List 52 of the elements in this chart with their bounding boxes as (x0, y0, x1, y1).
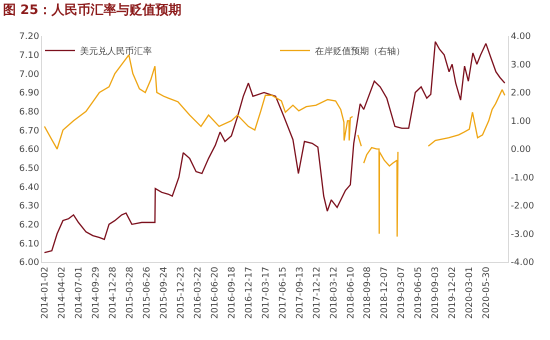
x-tick-label: 2015-06-26 (142, 266, 152, 319)
x-tick-label: 2015-03-28 (125, 266, 136, 319)
x-tick-label: 2018-12-07 (380, 266, 390, 319)
y2-tick-label: -4.00 (510, 258, 534, 268)
y-tick-label: 7.20 (19, 32, 40, 42)
x-tick-label: 2017-12-12 (312, 266, 322, 319)
x-tick-label: 2018-03-12 (329, 266, 340, 319)
x-tick-label: 2016-12-17 (244, 266, 254, 319)
y-tick-label: 7.10 (19, 50, 40, 61)
x-tick-label: 2014-12-28 (108, 266, 118, 319)
y-tick-label: 6.30 (19, 202, 40, 212)
y2-tick-label: -1.00 (510, 173, 534, 184)
y2-tick-label: 3.00 (510, 60, 532, 70)
y-tick-label: 6.50 (19, 164, 40, 174)
y2-tick-label: -2.00 (510, 202, 534, 212)
chart-title: 图 25：人民币汇率与贬值预期 (2, 2, 182, 18)
y-tick-label: 6.90 (19, 88, 40, 99)
y2-tick-label: -3.00 (510, 230, 534, 240)
y2-tick-label: 4.00 (510, 32, 532, 42)
x-tick-label: 2016-03-22 (193, 266, 204, 319)
x-tick-label: 2015-12-23 (176, 266, 186, 319)
x-tick-label: 2016-09-18 (227, 266, 238, 319)
y2-tick-label: 2.00 (510, 88, 532, 99)
x-tick-label: 2018-09-08 (363, 266, 374, 319)
y-tick-label: 6.00 (19, 258, 40, 268)
y-tick-label: 6.60 (19, 145, 40, 156)
x-tick-label: 2014-01-02 (40, 266, 50, 319)
x-tick-label: 2017-06-15 (278, 266, 288, 319)
x-tick-label: 2019-09-03 (431, 266, 442, 319)
y-tick-label: 6.80 (19, 107, 40, 118)
x-tick-label: 2019-06-05 (414, 266, 424, 319)
x-tick-label: 2014-09-29 (91, 266, 102, 319)
x-tick-label: 2016-06-20 (210, 266, 220, 319)
y-tick-label: 6.20 (19, 220, 40, 230)
x-tick-label: 2020-03-01 (465, 266, 476, 319)
y-tick-label: 6.70 (19, 126, 40, 136)
x-tick-label: 2019-03-07 (397, 266, 408, 319)
x-tick-label: 2017-09-13 (295, 266, 306, 319)
legend-label: 美元兑人民币汇率 (80, 46, 152, 58)
x-tick-label: 2020-05-30 (482, 266, 492, 319)
x-tick-label: 2019-12-02 (448, 266, 458, 319)
legend-label: 在岸贬值预期（右轴） (315, 46, 405, 58)
x-tick-label: 2014-04-02 (57, 266, 68, 319)
x-tick-label: 2014-07-01 (74, 266, 84, 319)
y-tick-label: 6.10 (19, 239, 40, 250)
x-tick-label: 2017-03-17 (261, 266, 272, 319)
x-tick-label: 2018-06-10 (346, 266, 356, 319)
y-tick-label: 6.40 (19, 182, 40, 193)
y-tick-label: 7.00 (19, 70, 40, 80)
y2-tick-label: 0.00 (510, 145, 532, 156)
y2-tick-label: 1.00 (510, 116, 532, 127)
x-tick-label: 2015-09-24 (159, 266, 170, 319)
